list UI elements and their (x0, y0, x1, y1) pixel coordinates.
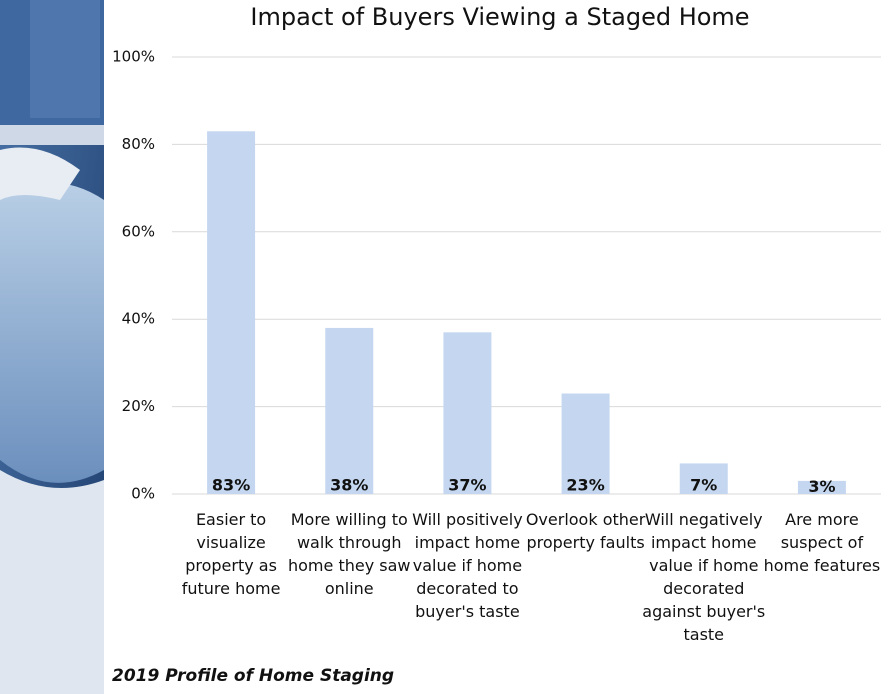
y-tick-label: 40% (122, 310, 155, 328)
value-label: 23% (566, 476, 604, 495)
x-tick-label: Are more suspect of home features (763, 510, 881, 575)
bar (443, 332, 492, 494)
x-tick-label: Will positively impact home value if hom… (412, 510, 523, 621)
value-label: 37% (448, 476, 486, 495)
source-note: 2019 Profile of Home Staging (112, 666, 395, 686)
y-tick-label: 100% (112, 48, 155, 66)
y-tick-label: 0% (131, 485, 155, 503)
x-tick-label: Easier to visualize property as future h… (181, 510, 281, 598)
value-label: 7% (690, 476, 717, 495)
value-label: 38% (330, 476, 368, 495)
bar (325, 327, 374, 494)
y-tick-label: 60% (122, 222, 155, 240)
bar (679, 463, 728, 494)
bar (561, 393, 610, 494)
y-tick-label: 80% (122, 135, 155, 153)
y-tick-label: 20% (122, 397, 155, 415)
background-photo (0, 0, 104, 694)
x-tick-label: Will negatively impact home value if hom… (642, 510, 766, 644)
chart-title: Impact of Buyers Viewing a Staged Home (250, 3, 749, 31)
bar (207, 131, 256, 495)
bar (797, 480, 846, 494)
value-label: 3% (808, 477, 835, 496)
value-label: 83% (212, 476, 250, 495)
x-tick-label: Overlook other property faults (525, 510, 646, 552)
x-tick-label: More willing to walk through home they s… (288, 510, 411, 598)
